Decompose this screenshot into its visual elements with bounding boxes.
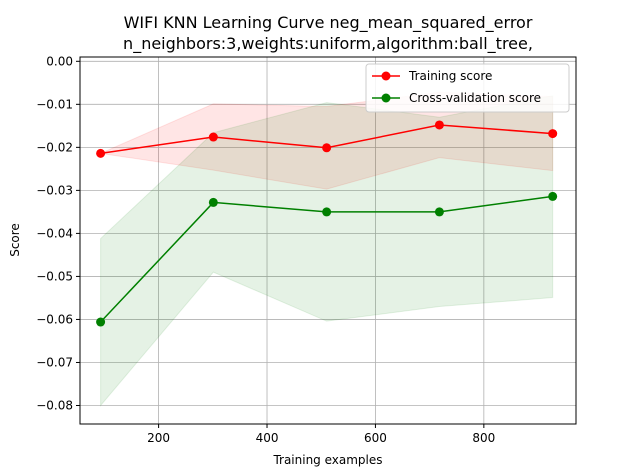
y-tick-label: −0.07: [36, 355, 73, 369]
legend: Training score Cross-validation score: [365, 63, 570, 113]
x-tick-label: 400: [256, 431, 279, 445]
legend-marker-cv: [381, 93, 391, 103]
chart-title: WIFI KNN Learning Curve neg_mean_squared…: [124, 13, 533, 33]
confidence-bands: [98, 91, 554, 407]
y-tick-label: −0.04: [36, 226, 73, 240]
point-series-1: [548, 191, 558, 201]
grid-lines: [80, 57, 576, 424]
point-series-0: [208, 132, 218, 142]
point-series-1: [96, 317, 106, 327]
y-tick-label: −0.05: [36, 269, 73, 283]
legend-label-training: Training score: [408, 69, 492, 83]
x-axis-ticks: 200 400 600 800: [147, 424, 495, 445]
x-tick-label: 600: [364, 431, 387, 445]
y-axis-label: Score: [8, 223, 22, 257]
plot-area-border: [79, 56, 577, 425]
legend-box: [365, 63, 570, 113]
y-tick-label: 0.00: [46, 54, 73, 68]
band-series-1: [100, 95, 554, 407]
point-series-0: [434, 120, 444, 130]
point-series-1: [434, 207, 444, 217]
y-tick-label: −0.06: [36, 312, 73, 326]
y-tick-label: −0.08: [36, 398, 73, 412]
legend-marker-training: [381, 71, 391, 81]
y-tick-label: −0.03: [36, 183, 73, 197]
y-axis-ticks: 0.00 −0.01 −0.02 −0.03 −0.04 −0.05 −0.06 −0.07 −…: [36, 54, 80, 412]
chart-subtitle: n_neighbors:3,weights:uniform,algorithm:…: [123, 34, 533, 54]
point-series-1: [322, 207, 332, 217]
point-series-0: [322, 143, 332, 153]
point-series-0: [96, 148, 106, 158]
y-tick-label: −0.02: [36, 140, 73, 154]
point-series-0: [548, 129, 558, 139]
x-axis-label: Training examples: [272, 453, 382, 467]
series-points: [96, 120, 558, 327]
x-tick-label: 200: [147, 431, 170, 445]
point-series-1: [208, 197, 218, 207]
legend-label-cv: Cross-validation score: [409, 91, 541, 105]
y-tick-label: −0.01: [36, 97, 73, 111]
x-tick-label: 800: [472, 431, 495, 445]
